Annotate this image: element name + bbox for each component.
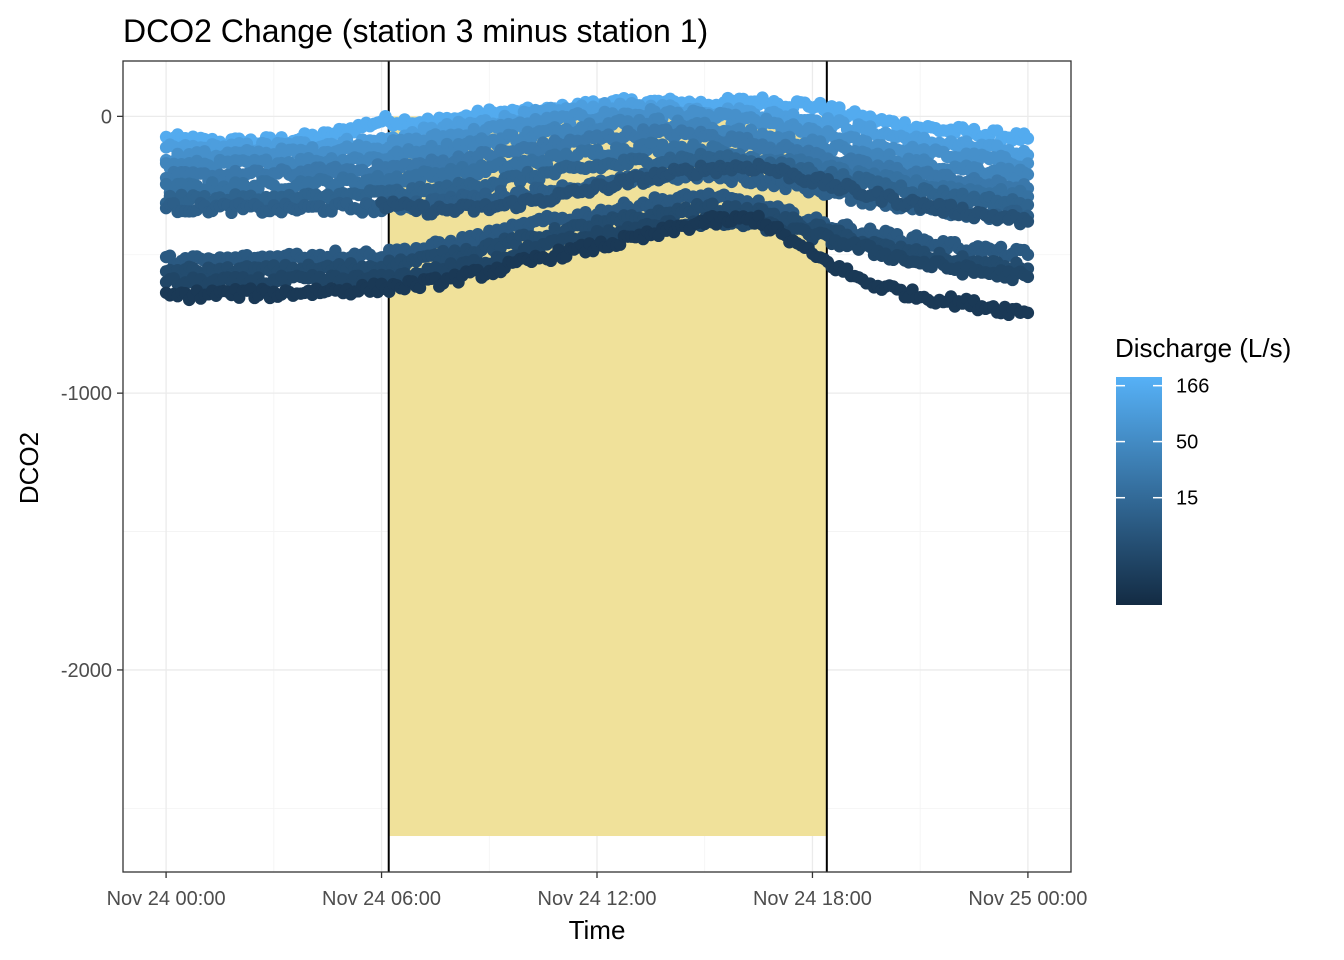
x-tick-label: Nov 24 06:00 — [322, 888, 441, 910]
data-point — [1021, 198, 1035, 212]
y-axis-title: DCO2 — [14, 432, 44, 504]
chart-title: DCO2 Change (station 3 minus station 1) — [123, 13, 708, 49]
data-point — [1021, 215, 1035, 228]
legend-label: 166 — [1176, 376, 1209, 398]
data-point — [994, 240, 1008, 254]
y-tick-label: -1000 — [61, 383, 112, 405]
data-points — [159, 91, 1035, 322]
x-axis: Nov 24 00:00 Nov 24 06:00 Nov 24 12:00 Nov … — [107, 872, 1087, 910]
legend-ticks: 166 50 15 — [1116, 376, 1209, 510]
legend-label: 15 — [1176, 488, 1198, 510]
x-axis-title: Time — [569, 915, 626, 945]
x-tick-label: Nov 24 18:00 — [753, 888, 872, 910]
data-point — [163, 249, 177, 262]
x-tick-label: Nov 24 12:00 — [538, 888, 657, 910]
y-axis: 0 -1000 -2000 — [61, 106, 123, 682]
data-point — [1021, 168, 1035, 181]
legend-colorbar — [1116, 377, 1162, 605]
data-point — [706, 197, 719, 210]
y-tick-label: 0 — [101, 106, 112, 128]
legend-title: Discharge (L/s) — [1115, 333, 1291, 363]
legend: Discharge (L/s) 166 50 15 — [1115, 333, 1291, 605]
data-point — [1021, 306, 1035, 320]
x-tick-label: Nov 25 00:00 — [968, 888, 1087, 910]
legend-label: 50 — [1176, 432, 1198, 454]
data-point — [1021, 270, 1035, 284]
data-point — [944, 198, 958, 211]
x-tick-label: Nov 24 00:00 — [107, 888, 226, 910]
data-point — [1021, 248, 1035, 261]
y-tick-label: -2000 — [61, 660, 112, 682]
data-point — [1021, 132, 1035, 145]
